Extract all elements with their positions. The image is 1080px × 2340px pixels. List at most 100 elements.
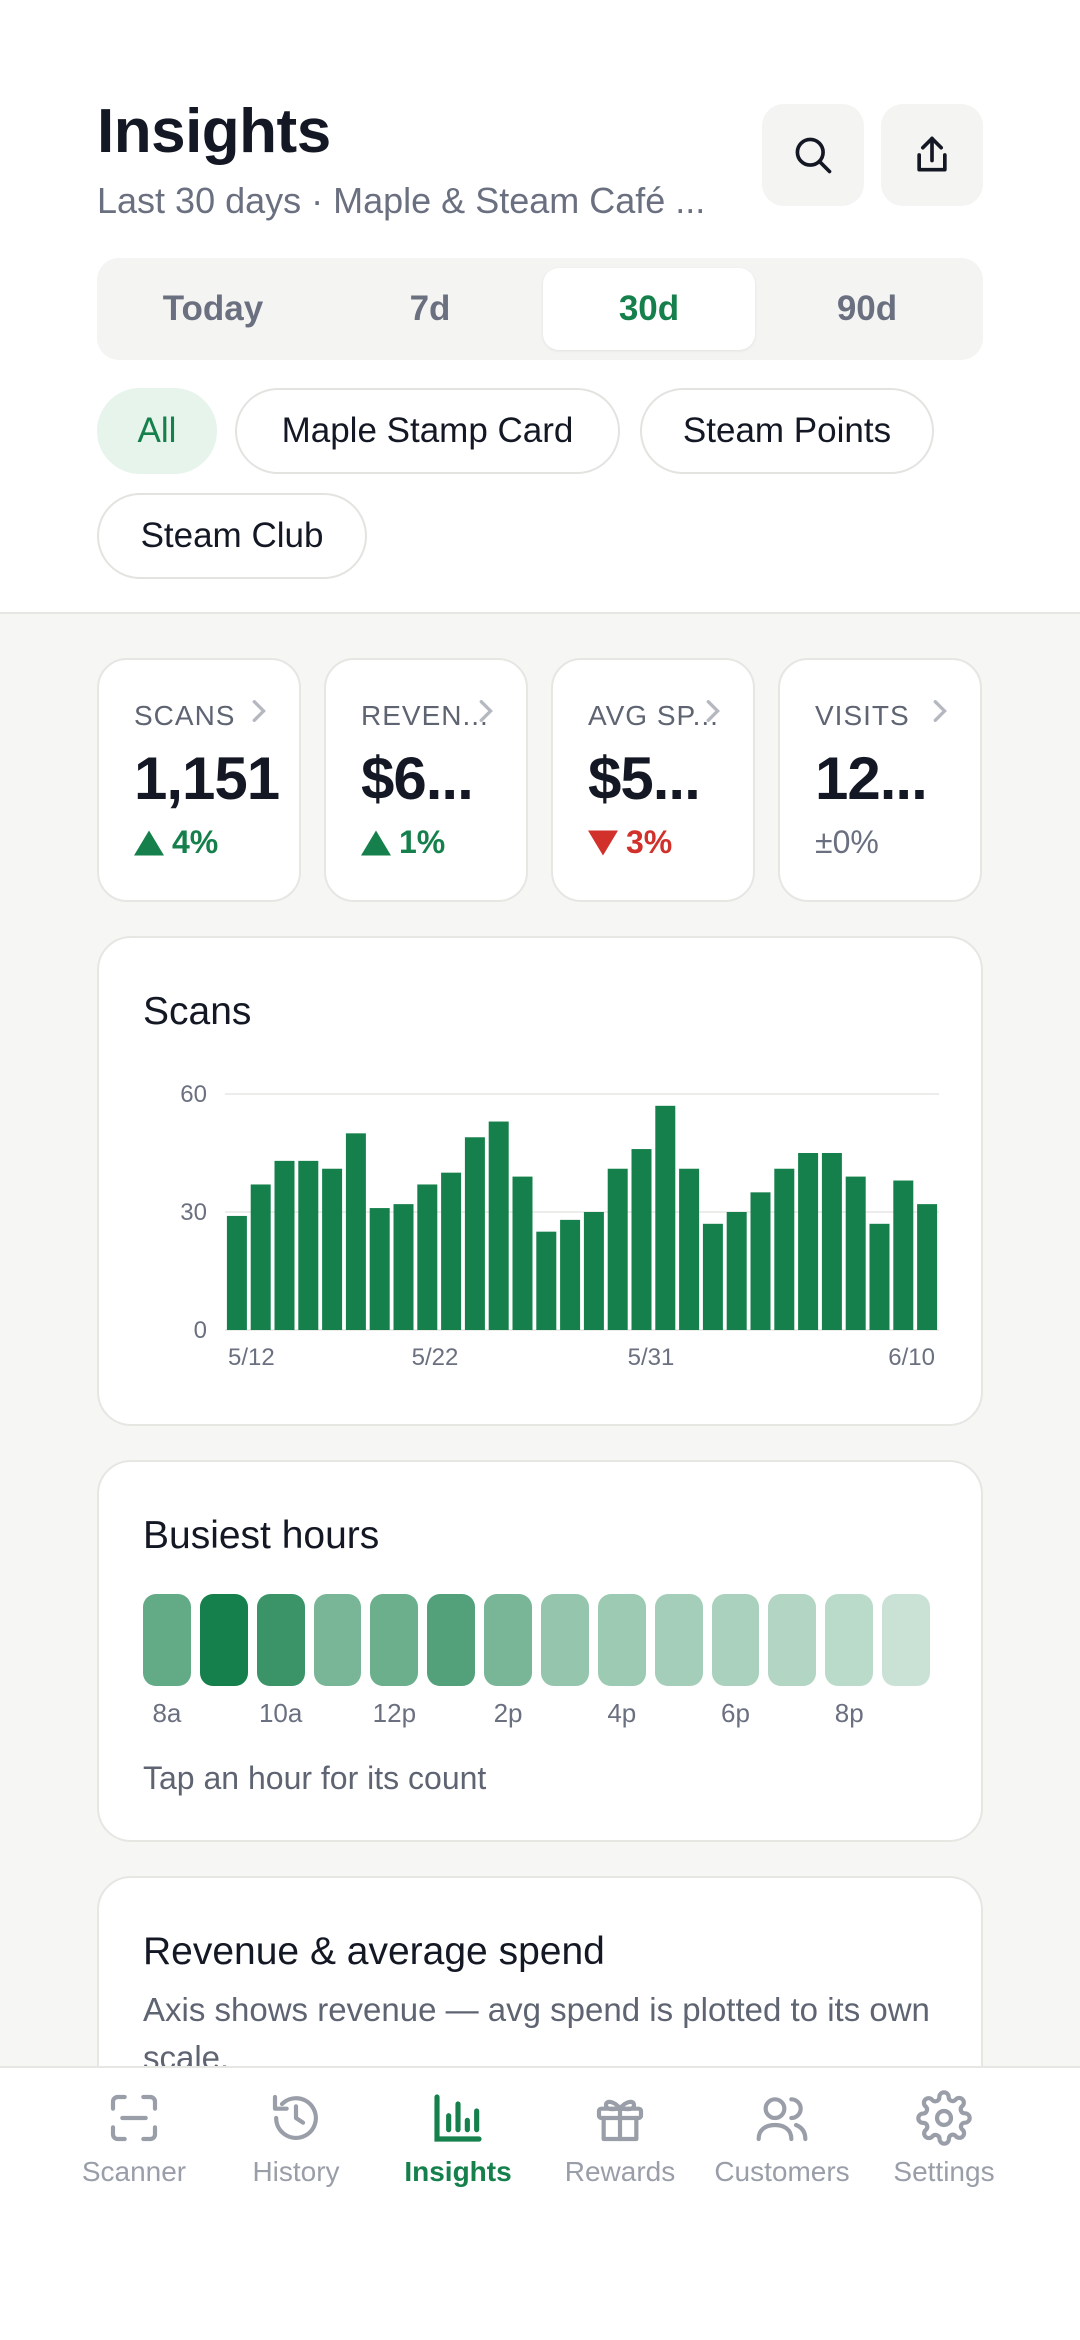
gear-icon	[916, 2090, 972, 2146]
scans-bar[interactable]	[322, 1168, 343, 1330]
card-title: Busiest hours	[143, 1514, 380, 1557]
chevron-right-icon	[933, 700, 947, 722]
filter-chip-steam-points[interactable]: Steam Points	[640, 388, 934, 474]
search-icon	[795, 137, 832, 174]
nav-item-history[interactable]: History	[216, 2090, 376, 2188]
scans-bar[interactable]	[441, 1172, 462, 1330]
hour-cell[interactable]	[768, 1594, 817, 1686]
scans-bar[interactable]	[631, 1149, 652, 1330]
stat-delta-value: 3%	[626, 824, 673, 860]
scans-bar[interactable]	[607, 1168, 628, 1330]
stat-value: $5...	[588, 745, 701, 812]
filter-chip-all[interactable]: All	[97, 388, 217, 474]
x-tick-label: 5/12	[228, 1344, 275, 1371]
hour-label: 8a	[152, 1698, 182, 1728]
nav-item-customers[interactable]: Customers	[702, 2090, 862, 2188]
chevron-right-icon	[706, 700, 720, 722]
hour-cell[interactable]	[654, 1594, 703, 1686]
scans-bar[interactable]	[821, 1153, 842, 1330]
scans-bar[interactable]	[512, 1176, 533, 1330]
history-icon	[272, 2094, 318, 2140]
scans-bar[interactable]	[917, 1204, 938, 1330]
scans-bar[interactable]	[417, 1184, 438, 1330]
search-button[interactable]	[762, 104, 864, 206]
scans-bar[interactable]	[726, 1212, 747, 1330]
stat-card-visits[interactable]: VISITS 12... ±0%	[778, 658, 982, 902]
scans-bar[interactable]	[655, 1105, 676, 1330]
tab-7d[interactable]: 7d	[409, 289, 451, 328]
hour-cell[interactable]	[597, 1594, 646, 1686]
gift-icon	[596, 2099, 644, 2142]
hour-cell[interactable]	[882, 1594, 930, 1686]
scans-bar[interactable]	[464, 1137, 485, 1330]
stat-card-revenue[interactable]: REVEN... $6... 1%	[324, 658, 528, 902]
arrow-down-icon	[588, 830, 618, 855]
x-tick-label: 5/22	[412, 1344, 459, 1371]
scans-bar[interactable]	[298, 1160, 319, 1330]
hour-cell[interactable]	[199, 1594, 248, 1686]
tab-30d[interactable]: 30d	[543, 268, 755, 350]
hour-cell[interactable]	[825, 1594, 874, 1686]
nav-item-insights[interactable]: Insights	[378, 2090, 538, 2188]
stat-delta: 4%	[134, 824, 218, 861]
tab-90d[interactable]: 90d	[836, 289, 898, 328]
hour-label: 2p	[493, 1698, 523, 1728]
nav-item-settings[interactable]: Settings	[864, 2090, 1024, 2188]
hour-cell[interactable]	[484, 1594, 532, 1686]
nav-label: History	[252, 2156, 340, 2187]
scans-bar[interactable]	[679, 1168, 700, 1330]
stat-delta: 1%	[361, 824, 445, 861]
scans-bar[interactable]	[345, 1133, 366, 1330]
scans-bar[interactable]	[750, 1192, 771, 1330]
scans-bar[interactable]	[226, 1215, 247, 1330]
date-range-tabs: Today 7d 30d 90d	[97, 258, 983, 360]
scans-bar[interactable]	[369, 1208, 390, 1330]
scans-bar[interactable]	[250, 1184, 271, 1330]
stat-delta-value: ±0%	[815, 824, 879, 860]
stat-delta: ±0%	[815, 824, 879, 861]
filter-chip-maple-stamp-card[interactable]: Maple Stamp Card	[235, 388, 620, 474]
page-title: Insights	[97, 97, 331, 166]
hour-cell[interactable]	[427, 1594, 476, 1686]
scans-bar[interactable]	[798, 1153, 819, 1330]
nav-label: Settings	[893, 2156, 995, 2187]
y-tick-label: 0	[194, 1317, 207, 1344]
scans-bar[interactable]	[893, 1180, 914, 1330]
tab-today[interactable]: Today	[162, 289, 264, 328]
y-tick-label: 60	[180, 1081, 207, 1108]
hour-cell[interactable]	[256, 1594, 305, 1686]
scans-bar[interactable]	[774, 1168, 795, 1330]
stat-label: AVG SP...	[588, 700, 719, 731]
scans-bar[interactable]	[845, 1176, 866, 1330]
hour-cell[interactable]	[541, 1594, 589, 1686]
hour-cell[interactable]	[370, 1594, 419, 1686]
hour-label: 4p	[607, 1698, 637, 1728]
scans-bar[interactable]	[488, 1121, 509, 1330]
hour-cell[interactable]	[711, 1594, 760, 1686]
x-tick-label: 6/10	[888, 1344, 935, 1371]
share-button[interactable]	[881, 104, 983, 206]
hour-cell[interactable]	[143, 1594, 191, 1686]
scans-bar[interactable]	[560, 1219, 581, 1330]
stat-card-avg-spend[interactable]: AVG SP... $5... 3%	[551, 658, 755, 902]
nav-item-rewards[interactable]: Rewards	[540, 2090, 700, 2188]
filter-chip-steam-club[interactable]: Steam Club	[97, 493, 367, 579]
busiest-hours-card: Busiest hours 8a 10a 12p 2p 4p 6p 8p Tap an ho…	[97, 1460, 983, 1842]
scans-bar[interactable]	[869, 1223, 890, 1330]
nav-item-scanner[interactable]: Scanner	[54, 2090, 214, 2188]
arrow-up-icon	[134, 830, 164, 855]
scans-bar[interactable]	[274, 1160, 295, 1330]
hour-label: 6p	[721, 1698, 750, 1728]
scans-bar[interactable]	[393, 1204, 414, 1330]
stat-card-scans[interactable]: SCANS 1,151 4%	[97, 658, 301, 902]
stat-value: $6...	[361, 745, 474, 812]
nav-label: Insights	[404, 2156, 512, 2187]
stat-label: VISITS	[815, 700, 910, 731]
scans-bar[interactable]	[583, 1212, 604, 1330]
scans-bar[interactable]	[536, 1231, 557, 1330]
scans-bar[interactable]	[702, 1223, 723, 1330]
nav-label: Customers	[714, 2156, 850, 2187]
customers-icon	[756, 2097, 808, 2142]
hour-cell[interactable]	[313, 1594, 362, 1686]
stat-delta-value: 1%	[399, 824, 446, 860]
